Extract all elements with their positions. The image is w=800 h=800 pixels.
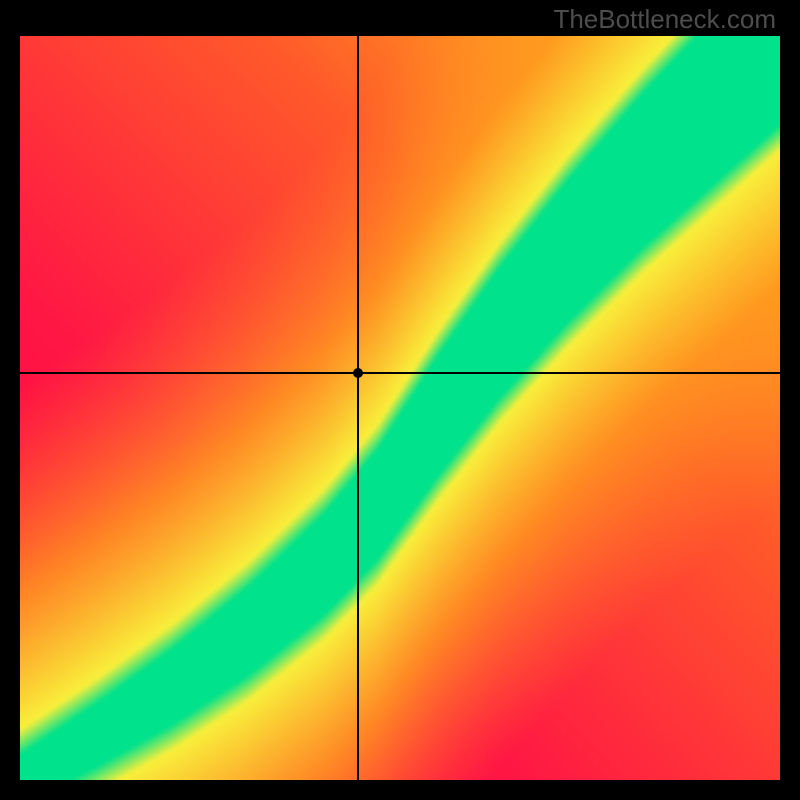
plot-area [20, 36, 780, 780]
crosshair-horizontal [20, 372, 780, 374]
chart-frame: TheBottleneck.com [0, 0, 800, 800]
watermark-text: TheBottleneck.com [553, 4, 776, 35]
crosshair-vertical [357, 36, 359, 780]
heatmap-canvas [20, 36, 780, 780]
